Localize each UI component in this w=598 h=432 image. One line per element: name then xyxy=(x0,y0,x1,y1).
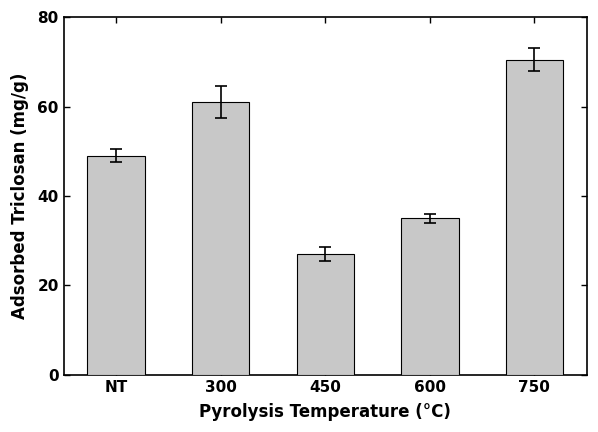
Y-axis label: Adsorbed Triclosan (mg/g): Adsorbed Triclosan (mg/g) xyxy=(11,73,29,319)
Bar xyxy=(506,60,563,375)
Bar xyxy=(192,102,249,375)
Bar xyxy=(87,156,145,375)
Bar xyxy=(297,254,354,375)
Bar xyxy=(401,218,459,375)
X-axis label: Pyrolysis Temperature (°C): Pyrolysis Temperature (°C) xyxy=(199,403,451,421)
